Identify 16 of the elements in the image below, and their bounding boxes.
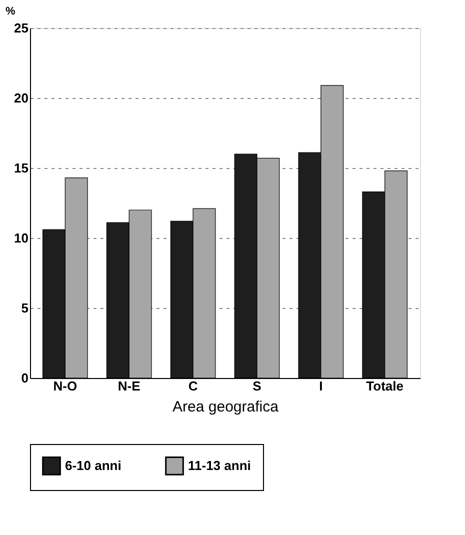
x-tick-label: N-E <box>118 378 141 394</box>
y-tick-label: 25 <box>14 20 28 36</box>
x-tick-label: S <box>252 378 262 394</box>
legend-label: 6-10 anni <box>65 458 122 473</box>
y-axis-title: % <box>6 6 16 18</box>
y-tick-label: 10 <box>14 230 28 246</box>
x-axis-title: Area geografica <box>172 398 280 416</box>
y-tick-label: 0 <box>21 370 28 386</box>
x-tick-label: C <box>188 378 198 394</box>
x-tick-label: Totale <box>366 378 404 394</box>
legend-label: 11-13 anni <box>188 458 251 473</box>
y-tick-label: 5 <box>21 300 28 316</box>
y-tick-label: 15 <box>14 160 28 176</box>
y-tick-label: 20 <box>14 90 28 106</box>
x-tick-label: I <box>319 378 323 394</box>
x-tick-label: N-O <box>53 378 78 394</box>
